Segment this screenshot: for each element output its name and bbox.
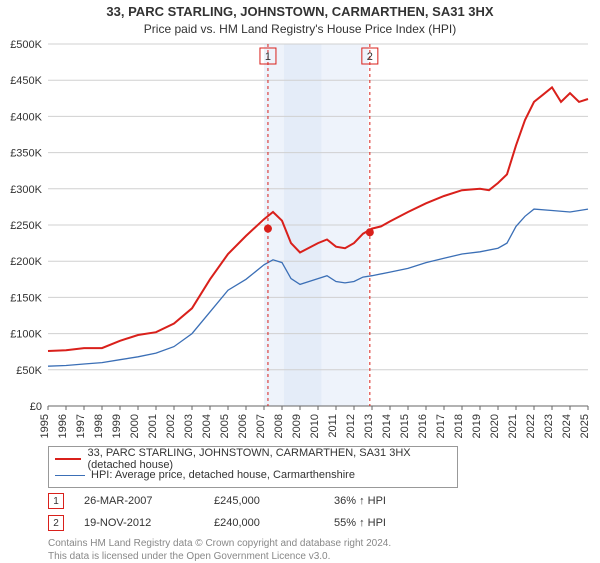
y-tick-label: £250K (10, 220, 42, 232)
x-tick-label: 2018 (453, 414, 465, 438)
sale-delta: 36% ↑ HPI (334, 495, 386, 507)
sale-row: 1 26-MAR-2007£245,00036% ↑ HPI (48, 490, 588, 512)
legend-swatch (55, 475, 85, 476)
x-tick-label: 2011 (327, 414, 339, 438)
sale-row: 2 19-NOV-2012£240,00055% ↑ HPI (48, 512, 588, 534)
legend-swatch (55, 458, 81, 460)
sale-marker-dot (264, 225, 272, 233)
x-tick-label: 2002 (165, 414, 177, 438)
x-tick-label: 1995 (39, 414, 51, 438)
x-tick-label: 2024 (561, 414, 573, 438)
x-tick-label: 2003 (183, 414, 195, 438)
legend-label: HPI: Average price, detached house, Carm… (91, 469, 355, 481)
sale-marker-number: 1 (265, 51, 271, 63)
x-tick-label: 2004 (201, 414, 213, 438)
x-tick-label: 2021 (507, 414, 519, 438)
x-tick-label: 2005 (219, 414, 231, 438)
x-tick-label: 2009 (291, 414, 303, 438)
legend: 33, PARC STARLING, JOHNSTOWN, CARMARTHEN… (48, 446, 458, 488)
x-tick-label: 1998 (93, 414, 105, 438)
sale-price: £240,000 (214, 517, 334, 529)
x-tick-label: 2022 (525, 414, 537, 438)
footer-line1: Contains HM Land Registry data © Crown c… (48, 538, 391, 551)
y-tick-label: £100K (10, 329, 42, 341)
x-tick-label: 2015 (399, 414, 411, 438)
x-tick-label: 2019 (471, 414, 483, 438)
x-tick-label: 1997 (75, 414, 87, 438)
x-tick-label: 1996 (57, 414, 69, 438)
x-tick-label: 2017 (435, 414, 447, 438)
sale-delta: 55% ↑ HPI (334, 517, 386, 529)
chart-container: 33, PARC STARLING, JOHNSTOWN, CARMARTHEN… (0, 0, 600, 560)
y-tick-label: £400K (10, 111, 42, 123)
y-tick-label: £0 (30, 401, 42, 413)
legend-label: 33, PARC STARLING, JOHNSTOWN, CARMARTHEN… (87, 447, 451, 471)
x-tick-label: 2014 (381, 414, 393, 438)
sales-table: 1 26-MAR-2007£245,00036% ↑ HPI 2 19-NOV-201… (48, 490, 588, 534)
x-tick-label: 2016 (417, 414, 429, 438)
sale-marker-dot (366, 228, 374, 236)
footer-attribution: Contains HM Land Registry data © Crown c… (48, 538, 391, 563)
y-tick-label: £350K (10, 148, 42, 160)
sale-row-marker: 2 (48, 515, 64, 531)
y-tick-label: £450K (10, 75, 42, 87)
sale-price: £245,000 (214, 495, 334, 507)
x-tick-label: 2013 (363, 414, 375, 438)
sale-row-marker: 1 (48, 493, 64, 509)
y-tick-label: £300K (10, 184, 42, 196)
x-tick-label: 2001 (147, 414, 159, 438)
x-tick-label: 2006 (237, 414, 249, 438)
x-tick-label: 2000 (129, 414, 141, 438)
x-tick-label: 2012 (345, 414, 357, 438)
sale-date: 19-NOV-2012 (84, 517, 214, 529)
footer-line2: This data is licensed under the Open Gov… (48, 551, 391, 563)
x-tick-label: 2025 (579, 414, 591, 438)
y-tick-label: £200K (10, 256, 42, 268)
y-tick-label: £500K (10, 39, 42, 51)
x-tick-label: 2007 (255, 414, 267, 438)
x-tick-label: 2008 (273, 414, 285, 438)
y-tick-label: £50K (16, 365, 42, 377)
x-tick-label: 2020 (489, 414, 501, 438)
x-tick-label: 2010 (309, 414, 321, 438)
x-tick-label: 1999 (111, 414, 123, 438)
x-tick-label: 2023 (543, 414, 555, 438)
y-tick-label: £150K (10, 292, 42, 304)
legend-item: 33, PARC STARLING, JOHNSTOWN, CARMARTHEN… (55, 451, 451, 467)
sale-marker-number: 2 (367, 51, 373, 63)
sale-date: 26-MAR-2007 (84, 495, 214, 507)
